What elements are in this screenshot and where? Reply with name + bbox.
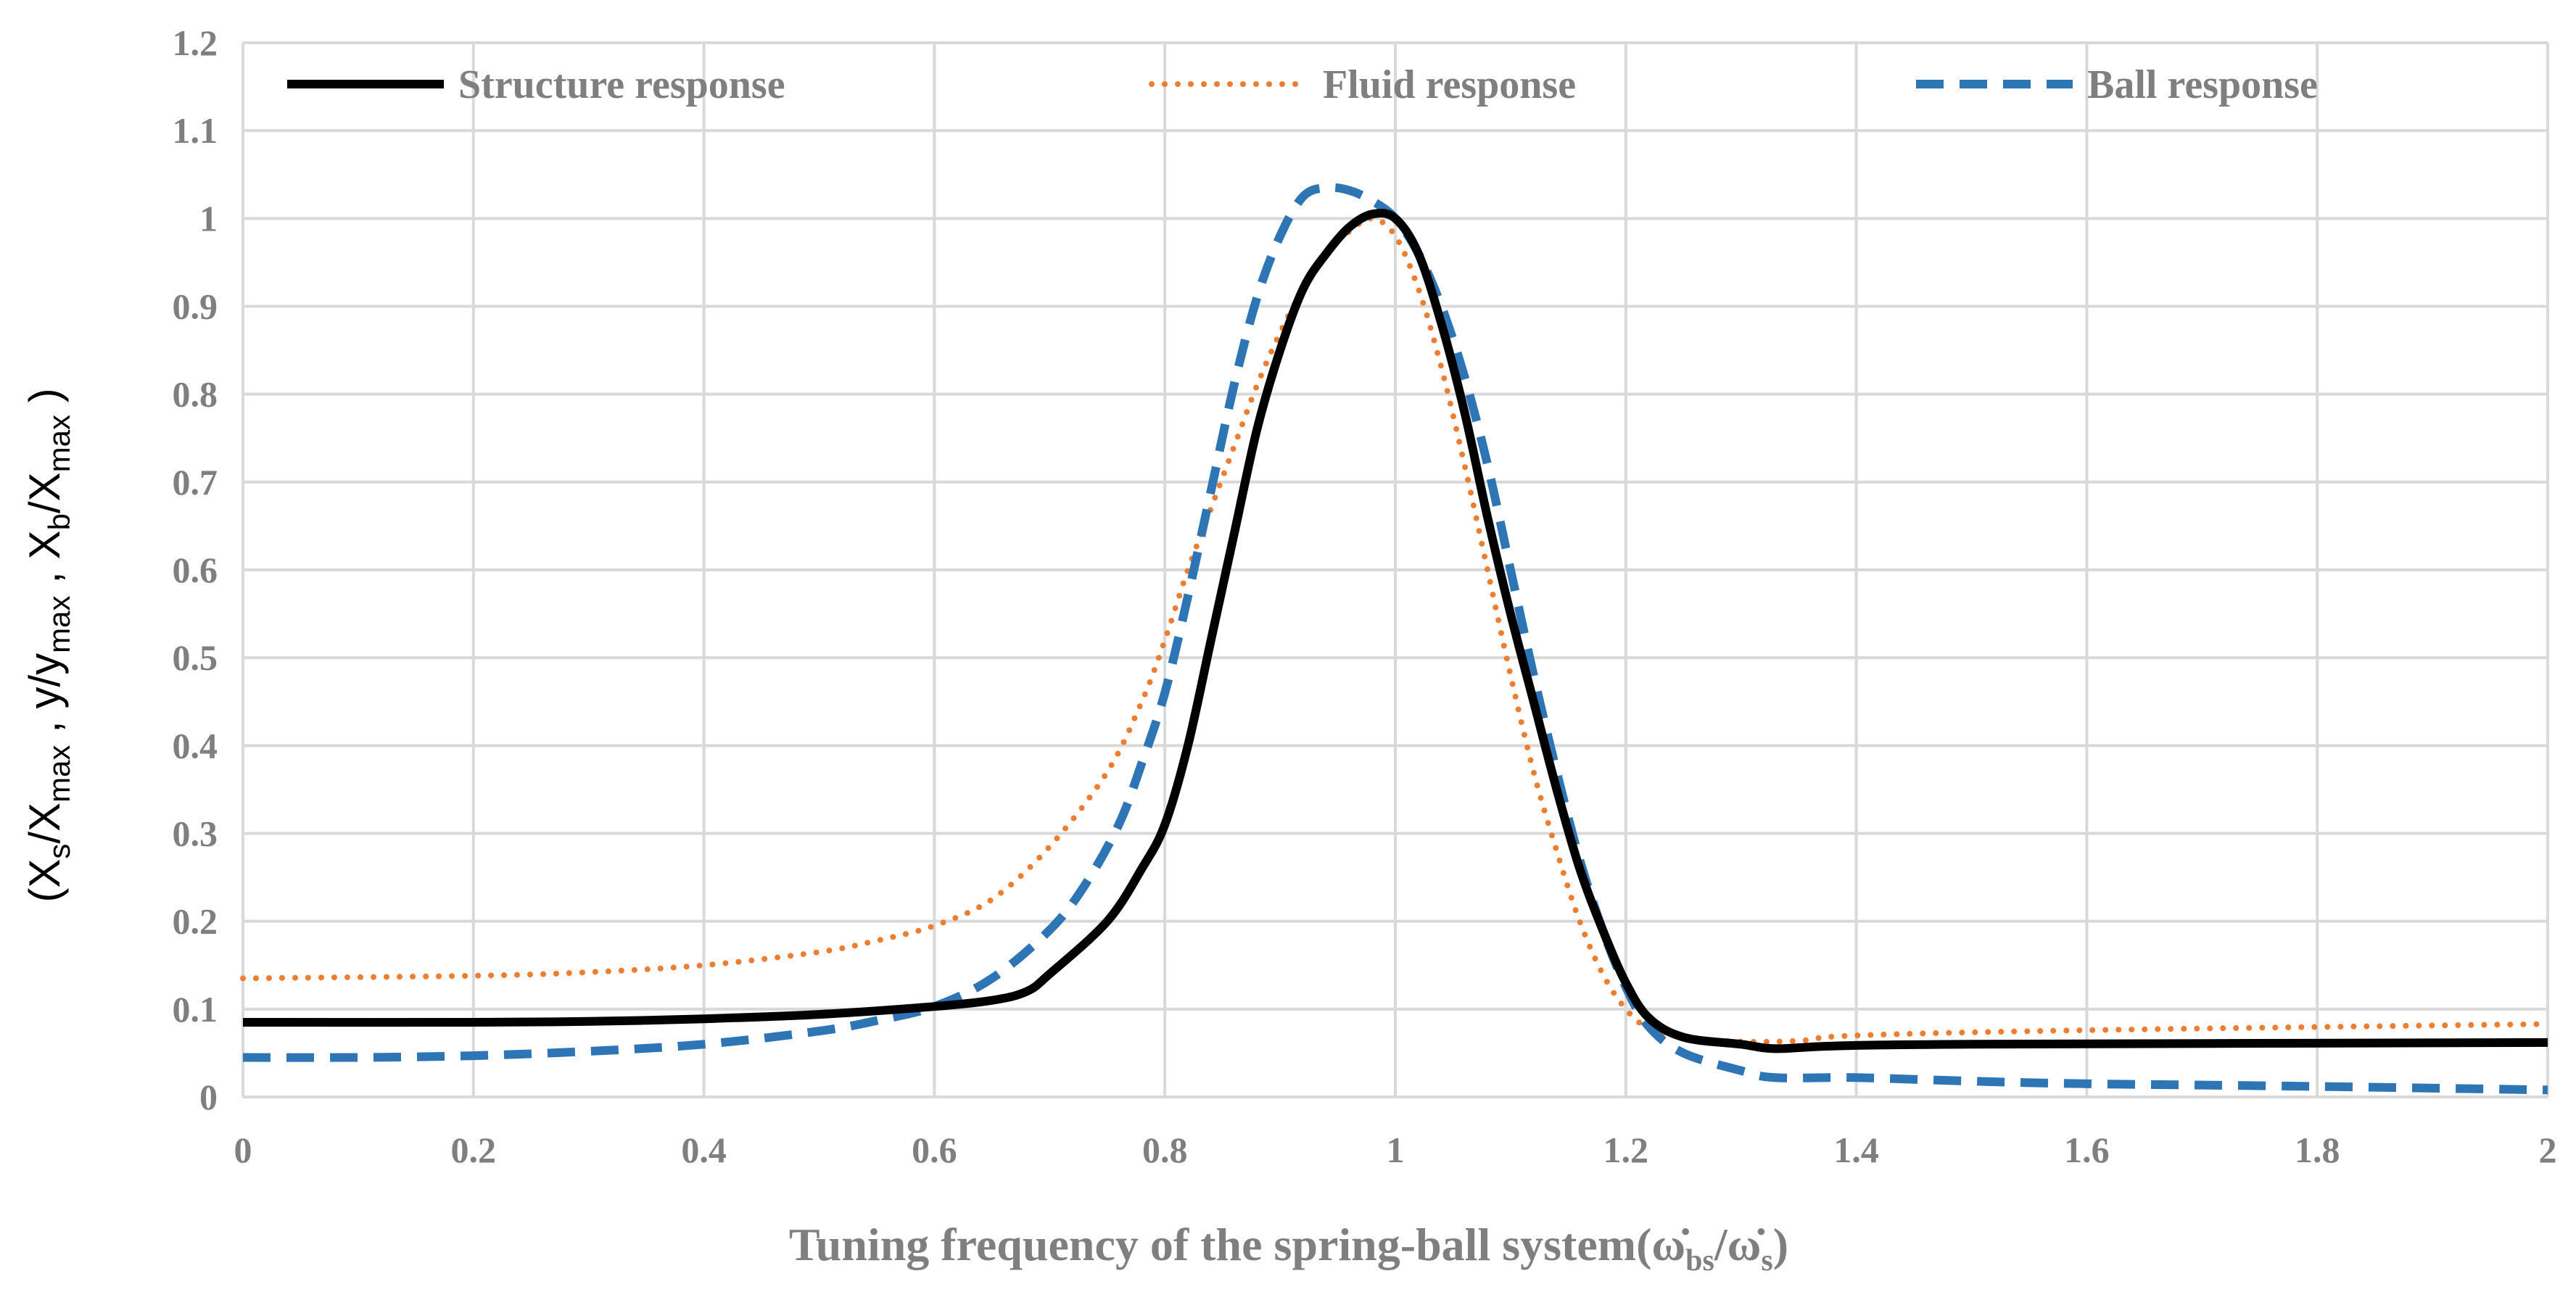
x-axis-title: Tuning frequency of the spring-ball syst…	[789, 1219, 1788, 1277]
series-line-ball	[242, 183, 2548, 1095]
x-tick-label: 1	[1387, 1130, 1405, 1170]
x-tick-label: 2	[2539, 1130, 2557, 1170]
legend-label-structure: Structure response	[458, 62, 785, 107]
y-tick-label: 0.5	[173, 637, 218, 678]
x-tick-label: 1.4	[1833, 1130, 1879, 1170]
y-tick-label: 0.8	[173, 374, 218, 415]
x-tick-label: 1.2	[1603, 1130, 1649, 1170]
y-tick-label: 0.6	[173, 550, 218, 590]
y-tick-label: 0.9	[173, 286, 218, 327]
tick-labels: 0 0.2 0.4 0.6 0.8 1 1.2 1.4 1.6 1.8 2 0 0.1 0.2 0.3 0.4…	[173, 22, 2557, 1170]
series-group	[240, 183, 2551, 1095]
x-tick-label: 1.6	[2064, 1130, 2110, 1170]
y-tick-label: 0.7	[173, 462, 218, 502]
legend-label-ball: Ball response	[2087, 62, 2318, 107]
x-tick-label: 0.4	[681, 1130, 727, 1170]
x-tick-label: 0.8	[1142, 1130, 1188, 1170]
y-tick-label: 0.3	[173, 813, 218, 854]
y-tick-label: 1.1	[173, 110, 218, 151]
legend: Structure response Fluid response Ball r…	[287, 62, 2318, 107]
x-tick-label: 0	[234, 1130, 252, 1170]
y-tick-label: 1	[199, 198, 218, 239]
y-tick-label: 0.1	[173, 989, 218, 1030]
legend-label-fluid: Fluid response	[1323, 62, 1576, 107]
y-axis-title: (Xs/Xmax , y/ymax , Xb/Xmax )	[20, 388, 76, 902]
x-tick-label: 0.2	[451, 1130, 497, 1170]
y-tick-label: 0	[199, 1077, 218, 1117]
x-tick-label: 1.8	[2295, 1130, 2340, 1170]
gridlines	[242, 41, 2549, 1098]
series-line-structure	[242, 208, 2548, 1053]
y-tick-label: 0.4	[173, 725, 218, 766]
y-tick-label: 1.2	[173, 22, 218, 63]
y-tick-label: 0.2	[173, 901, 218, 942]
x-tick-label: 0.6	[912, 1130, 957, 1170]
